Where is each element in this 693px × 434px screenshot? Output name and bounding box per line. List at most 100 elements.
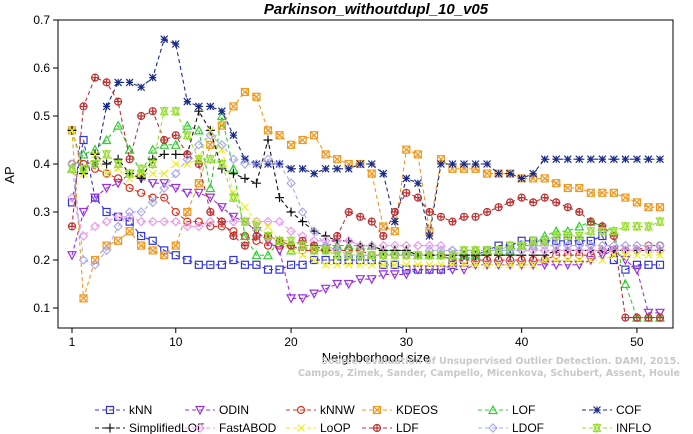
data-point [575, 155, 584, 164]
data-point [321, 150, 330, 159]
data-point [540, 256, 549, 264]
series-inflo [67, 105, 665, 261]
legend-item-knn: kNN [95, 403, 152, 417]
data-point [551, 230, 561, 242]
data-point [183, 207, 192, 217]
legend-label: SimplifiedLOF [129, 421, 204, 434]
data-point [90, 73, 100, 82]
data-point [379, 169, 388, 178]
data-point [562, 240, 573, 251]
x-tick-label: 10 [169, 335, 183, 349]
legend-item-knnw: kNNW [286, 403, 355, 417]
data-point [206, 222, 215, 231]
data-point [67, 159, 77, 169]
data-point [102, 78, 111, 87]
data-point [448, 160, 457, 168]
data-point [551, 225, 562, 236]
data-point [413, 240, 423, 251]
data-point [574, 221, 585, 231]
data-point [286, 235, 296, 247]
data-point [551, 260, 562, 271]
data-point [586, 155, 595, 164]
data-point [182, 154, 193, 165]
data-point [274, 159, 285, 169]
watermark-line-1: Source: Evaluation of Unsupervised Outli… [321, 356, 680, 367]
data-point [310, 255, 319, 265]
data-point [125, 78, 134, 87]
data-point [551, 240, 562, 251]
data-point [102, 169, 111, 178]
data-point [344, 255, 353, 265]
data-point [413, 179, 422, 188]
data-point [160, 251, 169, 260]
data-point [275, 131, 284, 140]
data-point [401, 240, 412, 251]
data-point [644, 203, 653, 212]
data-point [436, 245, 446, 256]
data-point [251, 178, 261, 188]
series-line [72, 110, 661, 256]
data-point [413, 193, 422, 202]
data-point [563, 236, 572, 245]
legend-item-simplifiedlof: SimplifiedLOF [95, 421, 204, 434]
data-point [286, 245, 297, 255]
legend-label: LoOP [320, 421, 351, 434]
data-point [633, 155, 641, 164]
data-point [79, 102, 88, 111]
legend-swatch-marker [105, 423, 115, 433]
data-point [343, 279, 354, 290]
data-point [332, 279, 343, 290]
data-point [562, 245, 573, 256]
data-point [482, 169, 492, 178]
data-point [586, 256, 595, 264]
legend-label: ODIN [219, 403, 249, 417]
data-point [447, 265, 458, 275]
data-point [575, 236, 584, 245]
data-point [298, 164, 307, 173]
data-point [632, 260, 642, 269]
data-point [367, 255, 376, 265]
data-point [286, 294, 297, 304]
data-point [79, 294, 88, 303]
data-point [101, 183, 112, 194]
x-tick-label: 1 [69, 335, 76, 349]
legend-label: INFLO [616, 421, 651, 434]
data-point [206, 260, 215, 269]
x-tick-label: 30 [400, 335, 414, 349]
data-point [147, 144, 158, 154]
data-point [355, 240, 366, 251]
data-point [343, 240, 354, 250]
data-point [390, 217, 399, 226]
data-point [309, 226, 319, 236]
data-point [252, 92, 261, 101]
data-point [309, 289, 320, 299]
data-point [113, 158, 123, 170]
data-point [632, 313, 642, 322]
data-point [136, 163, 146, 175]
data-point [402, 188, 411, 197]
data-point [655, 313, 665, 322]
data-point [251, 249, 262, 260]
data-point [310, 256, 319, 264]
data-point [101, 134, 112, 145]
y-tick-label: 0.1 [33, 301, 50, 315]
chart-title: Parkinson_withoutdupl_10_v05 [264, 1, 489, 18]
data-point [563, 230, 573, 242]
data-point [460, 260, 468, 269]
data-point [483, 260, 491, 269]
data-point [205, 130, 216, 141]
data-point [194, 153, 204, 165]
data-point [632, 220, 642, 232]
legend-swatch-marker [372, 423, 382, 433]
data-point [562, 225, 573, 236]
data-point [159, 149, 169, 159]
data-point [574, 240, 585, 251]
data-point [366, 275, 377, 285]
data-point [378, 240, 389, 251]
data-point [483, 160, 491, 168]
data-point [517, 260, 526, 269]
data-point [425, 232, 434, 240]
data-point [367, 169, 376, 178]
data-point [240, 216, 250, 228]
data-point [194, 217, 203, 226]
